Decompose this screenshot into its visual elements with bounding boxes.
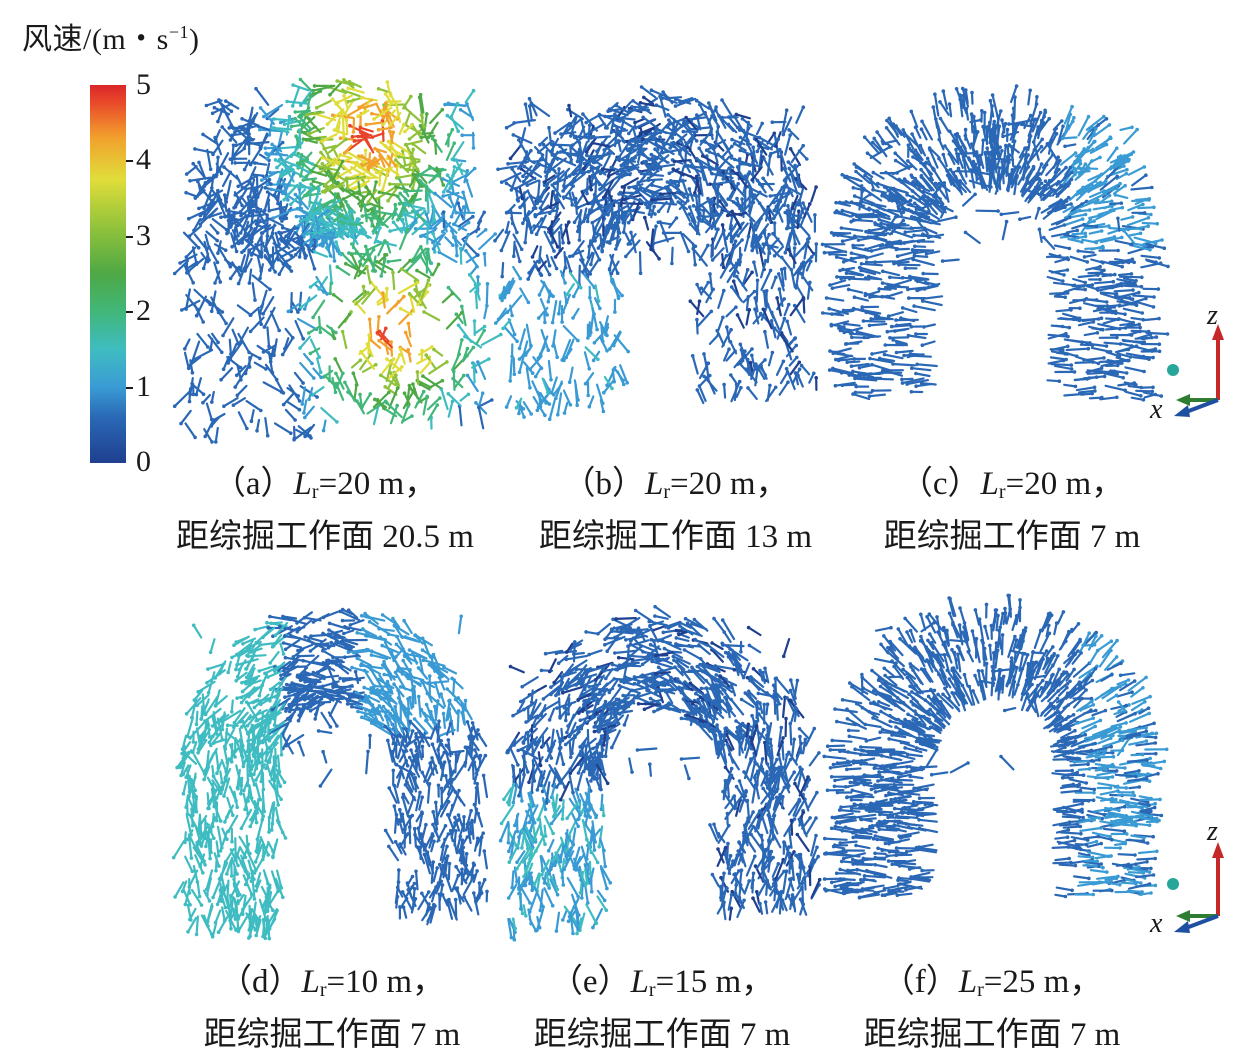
caption-b-line2: 距综掘工作面 13 m	[508, 515, 843, 560]
caption-d-line2: 距综掘工作面 7 m	[172, 1013, 492, 1058]
caption-a: （a）Lr=20 m， 距综掘工作面 20.5 m	[150, 462, 500, 560]
colorbar-tick-1: 1	[136, 370, 151, 404]
caption-e-line1: （e）Lr=15 m，	[502, 960, 822, 1013]
axis-triad-top	[1150, 300, 1240, 425]
caption-f: （f）Lr=25 m， 距综掘工作面 7 m	[832, 960, 1152, 1058]
colorbar	[90, 85, 126, 463]
tick-mark	[126, 236, 133, 238]
caption-a-line2: 距综掘工作面 20.5 m	[150, 515, 500, 560]
caption-b-line1: （b）Lr=20 m，	[508, 462, 843, 515]
caption-e: （e）Lr=15 m， 距综掘工作面 7 m	[502, 960, 822, 1058]
axis-label-z-bottom: z	[1207, 816, 1218, 848]
colorbar-tick-2: 2	[136, 294, 151, 328]
caption-b: （b）Lr=20 m， 距综掘工作面 13 m	[508, 462, 843, 560]
colorbar-tick-4: 4	[136, 143, 151, 177]
axis-label-x-bottom: x	[1150, 908, 1162, 940]
caption-d: （d）Lr=10 m， 距综掘工作面 7 m	[172, 960, 492, 1058]
tick-mark	[126, 311, 133, 313]
caption-a-line1: （a）Lr=20 m，	[150, 462, 500, 515]
vector-field-e	[500, 605, 820, 930]
tick-mark	[126, 387, 133, 389]
vector-field-f	[835, 600, 1155, 905]
caption-f-line1: （f）Lr=25 m，	[832, 960, 1152, 1013]
caption-f-line2: 距综掘工作面 7 m	[832, 1013, 1152, 1058]
caption-d-line1: （d）Lr=10 m，	[172, 960, 492, 1013]
axis-triad-bottom	[1150, 820, 1240, 940]
legend-title: 风速/(m・s−1)	[22, 14, 200, 58]
colorbar-tick-0: 0	[136, 445, 151, 479]
caption-c-line1: （c）Lr=20 m，	[852, 462, 1172, 515]
colorbar-tick-3: 3	[136, 219, 151, 253]
tick-mark	[126, 160, 133, 162]
axis-label-z-top: z	[1207, 300, 1218, 332]
caption-c: （c）Lr=20 m， 距综掘工作面 7 m	[852, 462, 1172, 560]
axis-label-x-top: x	[1150, 394, 1162, 426]
caption-c-line2: 距综掘工作面 7 m	[852, 515, 1172, 560]
vector-field-d	[175, 600, 495, 935]
caption-e-line2: 距综掘工作面 7 m	[502, 1013, 822, 1058]
vector-field-a	[175, 70, 495, 440]
vector-field-b	[495, 85, 825, 415]
vector-field-c	[835, 90, 1155, 410]
colorbar-tick-5: 5	[136, 68, 151, 102]
